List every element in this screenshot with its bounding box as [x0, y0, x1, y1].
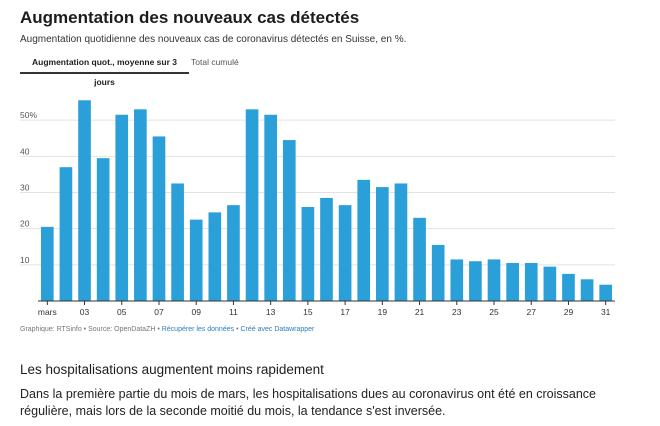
bar-31[interactable] [599, 284, 613, 301]
bar-25[interactable] [487, 259, 501, 301]
article-heading: Les hospitalisations augmentent moins ra… [20, 362, 324, 377]
bar-chart: 10 20 30 40 50% mars 03 05 07 09 11 13 15 17 19 21 23 25 2… [20, 100, 615, 317]
y-tick-label: 20 [20, 219, 30, 229]
source-text: Graphique: RTSinfo • Source: OpenDataZH … [20, 326, 162, 333]
x-tick-label: 09 [191, 307, 201, 317]
bar-30[interactable] [580, 279, 594, 301]
bar-15[interactable] [301, 206, 315, 301]
tab-cumulative-total[interactable]: Total cumulé [191, 57, 239, 67]
tab-daily-increase[interactable]: Augmentation quot., moyenne sur 3 jours [20, 52, 189, 87]
x-tick-label: 21 [415, 307, 425, 317]
chart-subtitle: Augmentation quotidienne des nouveaux ca… [20, 34, 407, 45]
x-tick-label: 11 [229, 307, 238, 317]
bar-28[interactable] [543, 266, 557, 301]
bar-03[interactable] [78, 100, 91, 302]
bar-16[interactable] [320, 197, 333, 301]
bar-01[interactable] [40, 226, 54, 301]
bar-27[interactable] [524, 263, 538, 301]
bar-04[interactable] [96, 158, 110, 301]
bar-26[interactable] [506, 263, 519, 301]
x-tick-label: 25 [489, 307, 499, 317]
x-tick-label: 23 [452, 307, 462, 317]
bar-02[interactable] [59, 167, 73, 301]
bar-05[interactable] [115, 114, 129, 301]
bar-06[interactable] [134, 109, 147, 301]
bar-21[interactable] [413, 217, 426, 301]
bar-18[interactable] [357, 179, 371, 301]
bar-11[interactable] [227, 205, 240, 301]
x-tick-label: 15 [303, 307, 313, 317]
y-tick-label: 40 [20, 146, 30, 156]
bar-17[interactable] [338, 205, 352, 301]
chart-tabs: Augmentation quot., moyenne sur 3 jours … [20, 52, 640, 87]
bar-07[interactable] [152, 136, 166, 301]
bar-13[interactable] [264, 114, 277, 301]
article-paragraph: Dans la première partie du mois de mars,… [20, 387, 596, 418]
y-tick-label: 50% [20, 110, 37, 120]
x-tick-label: 29 [564, 307, 574, 317]
x-tick-label: 31 [601, 307, 611, 317]
x-tick-label: 13 [266, 307, 276, 317]
bar-09[interactable] [189, 219, 203, 301]
x-tick-label: 03 [80, 307, 90, 317]
x-tick-label: 27 [527, 307, 537, 317]
bar-10[interactable] [208, 212, 222, 301]
x-tick-label: 19 [378, 307, 388, 317]
bar-20[interactable] [394, 183, 408, 301]
bar-29[interactable] [562, 273, 575, 301]
y-tick-label: 10 [20, 255, 30, 265]
bar-22[interactable] [431, 244, 445, 301]
x-tick-label: mars [38, 307, 57, 317]
chart-source: Graphique: RTSinfo • Source: OpenDataZH … [20, 326, 314, 333]
bar-19[interactable] [376, 187, 389, 301]
source-separator: • [234, 326, 241, 333]
chart-title: Augmentation des nouveaux cas détectés [20, 8, 360, 27]
x-tick-label: 07 [154, 307, 164, 317]
download-data-link[interactable]: Récupérer les données [161, 326, 235, 333]
bar-14[interactable] [282, 140, 296, 301]
bar-08[interactable] [171, 183, 184, 301]
x-tick-label: 17 [340, 307, 350, 317]
bar-12[interactable] [245, 109, 259, 301]
datawrapper-link[interactable]: Créé avec Datawrapper [240, 326, 315, 333]
x-tick-label: 05 [117, 307, 127, 317]
bar-23[interactable] [450, 259, 464, 301]
bar-24[interactable] [469, 261, 482, 301]
y-tick-label: 30 [20, 183, 30, 193]
